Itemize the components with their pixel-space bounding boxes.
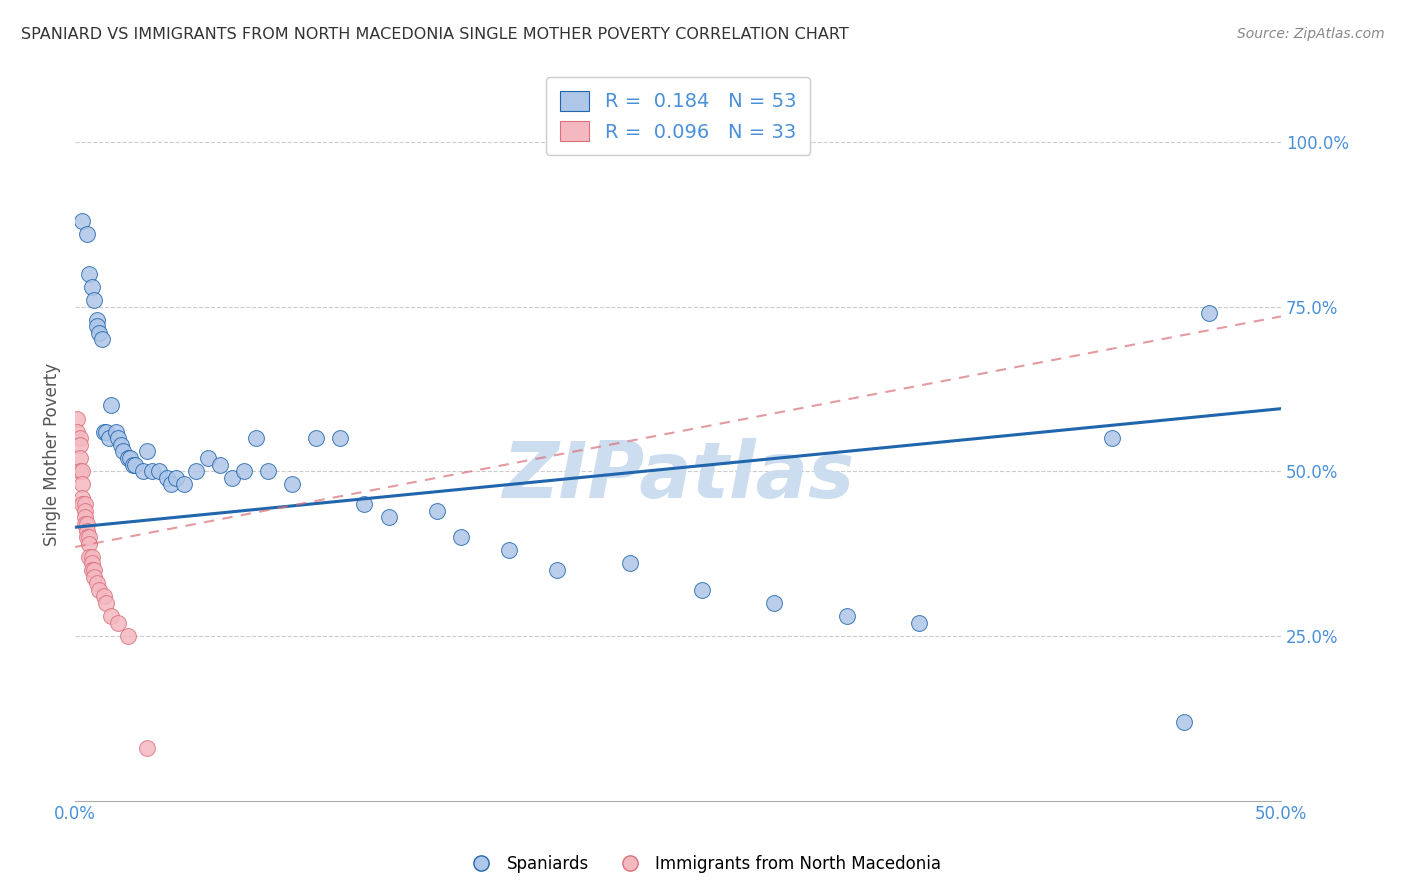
- Point: [120, 451, 142, 466]
- Point: [148, 464, 170, 478]
- Point: [110, 438, 132, 452]
- Point: [83, 563, 105, 577]
- Point: [124, 458, 146, 472]
- Point: [546, 563, 568, 577]
- Point: [117, 629, 139, 643]
- Point: [221, 471, 243, 485]
- Point: [86, 576, 108, 591]
- Point: [156, 471, 179, 485]
- Point: [69, 438, 91, 452]
- Point: [66, 425, 89, 439]
- Point: [70, 491, 93, 505]
- Point: [80, 549, 103, 564]
- Text: Source: ZipAtlas.com: Source: ZipAtlas.com: [1237, 27, 1385, 41]
- Point: [79, 530, 101, 544]
- Point: [690, 582, 713, 597]
- Point: [86, 312, 108, 326]
- Point: [86, 319, 108, 334]
- Point: [184, 464, 207, 478]
- Point: [73, 510, 96, 524]
- Point: [908, 615, 931, 630]
- Point: [83, 293, 105, 307]
- Point: [117, 451, 139, 466]
- Point: [353, 497, 375, 511]
- Point: [69, 451, 91, 466]
- Point: [141, 464, 163, 478]
- Point: [93, 425, 115, 439]
- Point: [619, 557, 641, 571]
- Point: [69, 431, 91, 445]
- Point: [208, 458, 231, 472]
- Point: [107, 615, 129, 630]
- Point: [80, 280, 103, 294]
- Text: SPANIARD VS IMMIGRANTS FROM NORTH MACEDONIA SINGLE MOTHER POVERTY CORRELATION CH: SPANIARD VS IMMIGRANTS FROM NORTH MACEDO…: [21, 27, 849, 42]
- Point: [305, 431, 328, 445]
- Point: [83, 569, 105, 583]
- Point: [76, 516, 98, 531]
- Point: [197, 451, 219, 466]
- Point: [70, 214, 93, 228]
- Point: [131, 464, 153, 478]
- Point: [89, 326, 111, 340]
- Point: [107, 431, 129, 445]
- Point: [73, 516, 96, 531]
- Point: [76, 530, 98, 544]
- Point: [105, 425, 128, 439]
- Point: [281, 477, 304, 491]
- Point: [835, 609, 858, 624]
- Point: [165, 471, 187, 485]
- Point: [70, 464, 93, 478]
- Point: [70, 497, 93, 511]
- Point: [257, 464, 280, 478]
- Point: [76, 524, 98, 538]
- Point: [79, 537, 101, 551]
- Point: [100, 609, 122, 624]
- Point: [79, 549, 101, 564]
- Point: [93, 590, 115, 604]
- Point: [377, 510, 399, 524]
- Point: [96, 425, 118, 439]
- Point: [1101, 431, 1123, 445]
- Point: [426, 504, 449, 518]
- Point: [173, 477, 195, 491]
- Point: [450, 530, 472, 544]
- Y-axis label: Single Mother Poverty: Single Mother Poverty: [44, 363, 60, 546]
- Point: [79, 267, 101, 281]
- Point: [96, 596, 118, 610]
- Point: [112, 444, 135, 458]
- Point: [76, 227, 98, 241]
- Point: [89, 582, 111, 597]
- Text: ZIPatlas: ZIPatlas: [502, 437, 853, 514]
- Point: [329, 431, 352, 445]
- Legend: R =  0.184   N = 53, R =  0.096   N = 33: R = 0.184 N = 53, R = 0.096 N = 33: [547, 77, 810, 155]
- Point: [232, 464, 254, 478]
- Point: [70, 477, 93, 491]
- Point: [69, 464, 91, 478]
- Point: [498, 543, 520, 558]
- Point: [1198, 306, 1220, 320]
- Point: [136, 444, 159, 458]
- Point: [73, 497, 96, 511]
- Point: [763, 596, 786, 610]
- Point: [80, 563, 103, 577]
- Point: [100, 398, 122, 412]
- Legend: Spaniards, Immigrants from North Macedonia: Spaniards, Immigrants from North Macedon…: [458, 848, 948, 880]
- Point: [66, 411, 89, 425]
- Point: [97, 431, 120, 445]
- Point: [73, 504, 96, 518]
- Point: [136, 740, 159, 755]
- Point: [245, 431, 267, 445]
- Point: [80, 557, 103, 571]
- Point: [90, 333, 112, 347]
- Point: [122, 458, 145, 472]
- Point: [160, 477, 183, 491]
- Point: [1173, 714, 1195, 729]
